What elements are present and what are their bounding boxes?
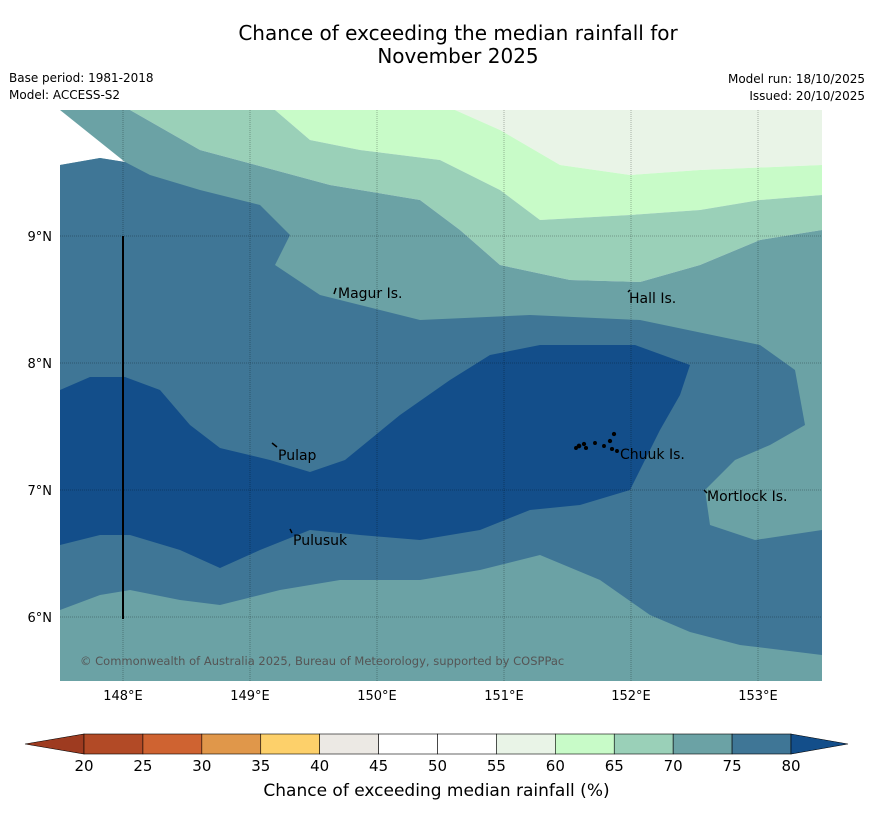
colorbar-tick-label: 75	[723, 757, 742, 775]
lon-tick-148: 148°E	[103, 689, 143, 704]
colorbar-tick-label: 35	[251, 757, 270, 775]
region-65-70	[275, 110, 822, 220]
title-line-2: November 2025	[377, 44, 539, 68]
hall-island-marker	[627, 289, 631, 293]
base-period: Base period: 1981-2018	[9, 71, 154, 85]
label-mortlock: Mortlock Is.	[707, 489, 787, 505]
colorbar-tick-label: 50	[428, 757, 447, 775]
lon-tick-149: 149°E	[230, 689, 270, 704]
mortlock-island-marker	[703, 489, 708, 494]
model-run: Model run: 18/10/2025	[727, 72, 865, 86]
meta-right: Model run: 18/10/2025 Issued: 20/10/2025	[728, 71, 865, 105]
model-name: Model: ACCESS-S2	[9, 88, 121, 102]
region-85-core	[60, 345, 690, 568]
lon-tick-152: 152°E	[611, 689, 651, 704]
label-hall: Hall Is.	[629, 291, 676, 307]
colorbar: 20 25 30 35 40 45 50 55 60 65 70 75 80	[24, 733, 849, 775]
pulusuk-island-marker	[289, 528, 293, 534]
colorbar-bin	[260, 733, 320, 755]
colorbar-bin	[378, 733, 438, 755]
label-chuuk: Chuuk Is.	[620, 447, 685, 463]
colorbar-tick-label: 25	[133, 757, 152, 775]
colorbar-tick-label: 45	[369, 757, 388, 775]
islands	[271, 287, 708, 534]
lon-tick-153: 153°E	[738, 689, 778, 704]
lat-tick-7n: 7°N	[28, 484, 53, 499]
colorbar-tick-label: 20	[74, 757, 93, 775]
colorbar-bin	[731, 733, 792, 755]
lat-tick-9n: 9°N	[28, 230, 53, 245]
colorbar-tick-label: 30	[192, 757, 211, 775]
colorbar-bin	[201, 733, 262, 755]
issued-date: Issued: 20/10/2025	[749, 89, 865, 103]
colorbar-tick-label: 60	[546, 757, 565, 775]
meta-left: Base period: 1981-2018 Model: ACCESS-S2	[9, 70, 154, 104]
map-panel	[60, 110, 822, 681]
colorbar-bin	[496, 733, 556, 755]
colorbar-tick-label: 80	[781, 757, 800, 775]
label-pulap: Pulap	[278, 448, 317, 464]
lat-tick-6n: 6°N	[28, 611, 53, 626]
colorbar-under-arrow	[24, 733, 85, 755]
colorbar-tick-label: 70	[664, 757, 683, 775]
colorbar-bin	[613, 733, 674, 755]
label-magur: Magur Is.	[338, 286, 403, 302]
colorbar-bin	[437, 733, 497, 755]
axis-labels: 148°E 149°E 150°E 151°E 152°E 153°E 9°N …	[28, 230, 778, 704]
chart-title: Chance of exceeding the median rainfall …	[0, 22, 873, 68]
label-pulusuk: Pulusuk	[293, 533, 348, 549]
colorbar-bin	[142, 733, 203, 755]
colorbar-tick-label: 65	[605, 757, 624, 775]
pulap-island-marker	[271, 442, 278, 448]
chuuk-island-marker	[574, 431, 619, 453]
colorbar-over-arrow	[790, 733, 849, 755]
colorbar-bin	[319, 733, 379, 755]
colorbar-title: Chance of exceeding median rainfall (%)	[263, 781, 610, 801]
colorbar-bin	[83, 733, 144, 755]
colorbar-bins	[83, 733, 792, 755]
lon-tick-150: 150°E	[357, 689, 397, 704]
region-60-65	[455, 110, 822, 175]
colorbar-bin	[672, 733, 733, 755]
colorbar-tick-label: 40	[310, 757, 329, 775]
lat-tick-8n: 8°N	[28, 357, 53, 372]
copyright-note: © Commonwealth of Australia 2025, Bureau…	[80, 654, 564, 668]
graticule	[60, 110, 822, 681]
place-labels: Magur Is. Hall Is. Pulap Chuuk Is. Mortl…	[278, 286, 787, 549]
title-line-1: Chance of exceeding the median rainfall …	[238, 21, 678, 45]
colorbar-tick-label: 55	[487, 757, 506, 775]
lon-tick-151: 151°E	[484, 689, 524, 704]
colorbar-bin	[555, 733, 615, 755]
region-70-75-north	[130, 110, 822, 282]
colorbar-ticks: 20 25 30 35 40 45 50 55 60 65 70 75 80	[74, 757, 800, 775]
magur-island-marker	[333, 287, 337, 295]
